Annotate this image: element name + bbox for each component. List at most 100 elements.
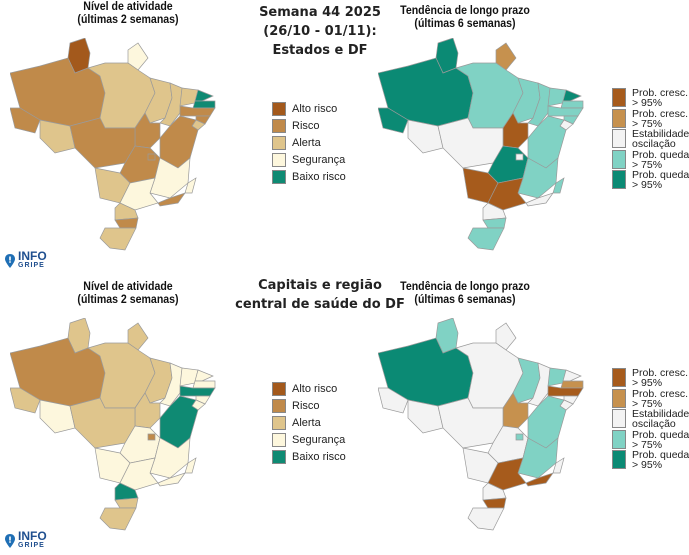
legend-label: Prob. cresc. > 75% [632, 387, 689, 409]
state-ap [495, 322, 517, 351]
legend-swatch [272, 152, 286, 167]
legend-item: Prob. queda > 75% [612, 148, 689, 171]
state-rs [99, 227, 137, 251]
legend-swatch [612, 149, 626, 169]
legend-label-line: oscilação [632, 138, 676, 150]
legend-swatch [612, 450, 626, 469]
title-line: Tendência de longo prazo [400, 5, 530, 17]
legend-label: Alto risco [292, 102, 338, 115]
legend-label: Risco [292, 119, 320, 132]
map-pin-icon [5, 534, 15, 548]
state-es [184, 457, 197, 474]
state-rn [194, 369, 214, 382]
legend-label-line: Prob. queda [632, 169, 689, 181]
title-line: (últimas 2 semanas) [77, 14, 179, 26]
legend-swatch [272, 449, 286, 464]
legend-item: Risco [272, 397, 346, 414]
title-line: central de saúde do DF [235, 297, 405, 312]
legend-label: Prob. cresc. > 95% [632, 368, 688, 389]
title-line: Nível de atividade [83, 1, 173, 13]
legend-label-line: > 95% [632, 97, 663, 109]
legend-item: Segurança [272, 431, 346, 448]
legend-item: Prob. cresc. > 75% [612, 387, 689, 410]
legend-label: Baixo risco [292, 170, 346, 183]
state-mg [149, 157, 191, 199]
state-ac [378, 107, 409, 134]
legend-item: Baixo risco [272, 168, 346, 185]
state-ro [39, 119, 76, 154]
top-activity-title: Nível de atividade (últimas 2 semanas) [45, 1, 211, 27]
state-ba [527, 115, 567, 169]
legend-label: Estabilidade oscilação [632, 129, 689, 150]
logo-text: INFO [18, 249, 47, 263]
legend-item: Alerta [272, 414, 346, 431]
legend-label-line: > 75% [632, 438, 663, 451]
state-rn [562, 89, 582, 102]
infogripe-logo: INFO GRIPE [5, 249, 47, 270]
legend-item: Prob. cresc. > 75% [612, 108, 689, 130]
state-pr [482, 202, 507, 221]
top-trend-title: Tendência de longo prazo (últimas 6 sema… [382, 5, 548, 31]
legend-swatch [612, 409, 626, 428]
legend-swatch [612, 129, 626, 148]
bottom-activity-title: Nível de atividade (últimas 2 semanas) [45, 281, 211, 307]
state-rj [157, 472, 186, 487]
trend-legend: Prob. cresc. > 95% Prob. cresc. > 75% Estabi… [612, 368, 689, 471]
legend-label-line: > 75% [632, 158, 663, 171]
legend-item: Prob. queda > 75% [612, 429, 689, 451]
state-mg [149, 437, 191, 479]
activity-legend: Alto risco Risco Alerta Segurança Baixo risc… [272, 100, 346, 185]
legend-label: Alto risco [292, 382, 338, 395]
title-line: Tendência de longo prazo [400, 281, 530, 293]
activity-legend: Alto risco Risco Alerta Segurança Baixo risc… [272, 380, 346, 465]
state-rs [467, 227, 505, 251]
state-df [515, 433, 524, 441]
state-ac [10, 107, 41, 134]
state-ro [407, 399, 444, 434]
legend-item: Alto risco [272, 100, 346, 117]
legend-label: Prob. cresc. > 95% [632, 88, 688, 109]
legend-swatch [612, 88, 626, 107]
legend-swatch [272, 169, 286, 184]
state-ba [159, 115, 199, 169]
state-df [147, 153, 156, 161]
legend-item: Estabilidade oscilação [612, 129, 689, 150]
state-sc [482, 217, 507, 229]
legend-item: Prob. cresc. > 95% [612, 368, 689, 389]
state-sc [114, 217, 139, 229]
state-es [184, 177, 197, 194]
legend-label-line: Prob. queda [632, 148, 689, 161]
state-ap [495, 42, 517, 71]
legend-item: Prob. queda > 95% [612, 450, 689, 471]
map-top-activity [10, 38, 216, 251]
legend-label-line: Prob. cresc. [632, 387, 689, 400]
legend-label: Segurança [292, 433, 346, 446]
state-ro [407, 119, 444, 154]
legend-label: Prob. queda > 75% [632, 148, 689, 171]
state-rj [525, 192, 554, 207]
legend-swatch [272, 432, 286, 447]
state-df [147, 433, 156, 441]
state-mg [517, 437, 559, 479]
legend-label: Risco [292, 399, 320, 412]
title-line: Estados e DF [272, 43, 368, 58]
legend-swatch [272, 118, 286, 133]
state-rs [467, 507, 505, 531]
legend-label: Prob. queda > 95% [632, 169, 689, 191]
legend-label: Baixo risco [292, 450, 346, 463]
state-mg [517, 157, 559, 199]
legend-label: Estabilidade oscilação [632, 409, 689, 430]
state-ba [527, 395, 567, 449]
state-pb [192, 380, 216, 389]
title-line: (26/10 - 01/11): [263, 24, 377, 39]
state-es [552, 457, 565, 474]
legend-label: Segurança [292, 153, 346, 166]
state-pe [179, 385, 216, 397]
title-line: Nível de atividade [83, 281, 173, 293]
trend-legend: Prob. cresc. > 95% Prob. cresc. > 75% Estabi… [612, 88, 689, 191]
state-ac [378, 387, 409, 414]
state-ap [127, 42, 149, 71]
state-pb [560, 380, 584, 389]
state-sc [114, 497, 139, 509]
